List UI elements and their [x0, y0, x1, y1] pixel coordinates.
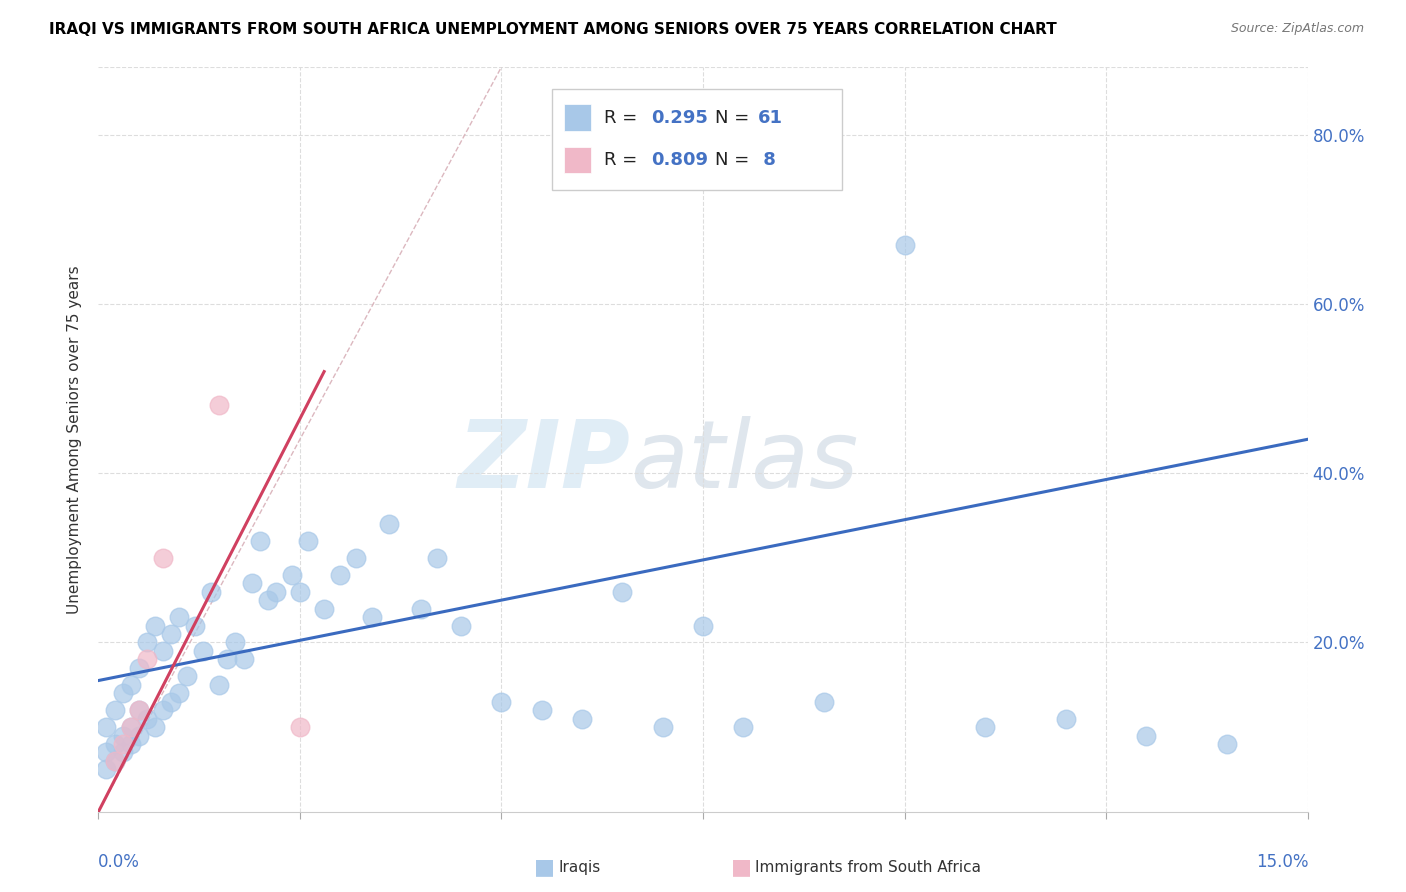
Text: 8: 8: [758, 151, 776, 169]
Point: [651, 720, 673, 734]
Point: [135, 652, 157, 666]
Point: [232, 652, 254, 666]
Point: [103, 737, 125, 751]
Point: [256, 593, 278, 607]
Point: [111, 746, 134, 760]
Point: [111, 737, 134, 751]
Point: [143, 720, 166, 734]
Point: [612, 584, 634, 599]
Text: 0.809: 0.809: [651, 151, 709, 169]
Point: [361, 610, 384, 624]
Text: 0.0%: 0.0%: [98, 853, 139, 871]
Text: R =: R =: [603, 109, 643, 127]
FancyBboxPatch shape: [564, 104, 591, 131]
FancyBboxPatch shape: [551, 89, 842, 190]
Point: [103, 703, 125, 717]
Point: [120, 737, 142, 751]
Point: [1216, 737, 1239, 751]
Point: [530, 703, 553, 717]
Point: [128, 661, 150, 675]
Point: [152, 644, 174, 658]
Text: Immigrants from South Africa: Immigrants from South Africa: [755, 860, 981, 874]
Point: [176, 669, 198, 683]
Point: [96, 763, 118, 777]
Point: [120, 720, 142, 734]
Point: [111, 686, 134, 700]
Point: [160, 695, 183, 709]
Point: [733, 720, 755, 734]
Text: Iraqis: Iraqis: [558, 860, 600, 874]
Point: [152, 703, 174, 717]
Point: [297, 533, 319, 548]
Point: [409, 601, 432, 615]
Point: [135, 635, 157, 649]
Text: 0.295: 0.295: [651, 109, 707, 127]
Point: [1054, 712, 1077, 726]
Point: [450, 618, 472, 632]
Text: N =: N =: [716, 151, 755, 169]
Text: 15.0%: 15.0%: [1256, 853, 1308, 871]
Point: [329, 567, 352, 582]
Point: [281, 567, 304, 582]
Point: [208, 678, 231, 692]
Point: [96, 746, 118, 760]
Point: [167, 686, 190, 700]
Y-axis label: Unemployment Among Seniors over 75 years: Unemployment Among Seniors over 75 years: [67, 265, 83, 614]
Point: [224, 635, 246, 649]
Text: ■: ■: [731, 857, 752, 877]
Point: [1135, 729, 1157, 743]
FancyBboxPatch shape: [564, 146, 591, 173]
Text: Source: ZipAtlas.com: Source: ZipAtlas.com: [1230, 22, 1364, 36]
Point: [240, 576, 263, 591]
Point: [128, 703, 150, 717]
Point: [96, 720, 118, 734]
Point: [288, 720, 311, 734]
Text: IRAQI VS IMMIGRANTS FROM SOUTH AFRICA UNEMPLOYMENT AMONG SENIORS OVER 75 YEARS C: IRAQI VS IMMIGRANTS FROM SOUTH AFRICA UN…: [49, 22, 1057, 37]
Text: N =: N =: [716, 109, 755, 127]
Point: [344, 550, 367, 565]
Point: [120, 678, 142, 692]
Text: R =: R =: [603, 151, 643, 169]
Point: [217, 652, 239, 666]
Point: [128, 703, 150, 717]
Text: ■: ■: [534, 857, 555, 877]
Point: [200, 584, 222, 599]
Point: [314, 601, 336, 615]
Point: [160, 627, 183, 641]
Point: [893, 237, 915, 252]
Point: [813, 695, 835, 709]
Point: [974, 720, 997, 734]
Point: [167, 610, 190, 624]
Point: [103, 754, 125, 768]
Text: ZIP: ZIP: [457, 416, 630, 508]
Point: [249, 533, 271, 548]
Point: [692, 618, 714, 632]
Point: [571, 712, 593, 726]
Point: [111, 729, 134, 743]
Point: [135, 712, 157, 726]
Point: [184, 618, 207, 632]
Point: [128, 729, 150, 743]
Point: [208, 399, 231, 413]
Point: [288, 584, 311, 599]
Text: 61: 61: [758, 109, 782, 127]
Point: [193, 644, 215, 658]
Point: [143, 618, 166, 632]
Point: [120, 720, 142, 734]
Point: [377, 516, 399, 531]
Point: [491, 695, 513, 709]
Point: [152, 550, 174, 565]
Point: [426, 550, 449, 565]
Point: [264, 584, 287, 599]
Point: [103, 754, 125, 768]
Text: atlas: atlas: [630, 417, 859, 508]
